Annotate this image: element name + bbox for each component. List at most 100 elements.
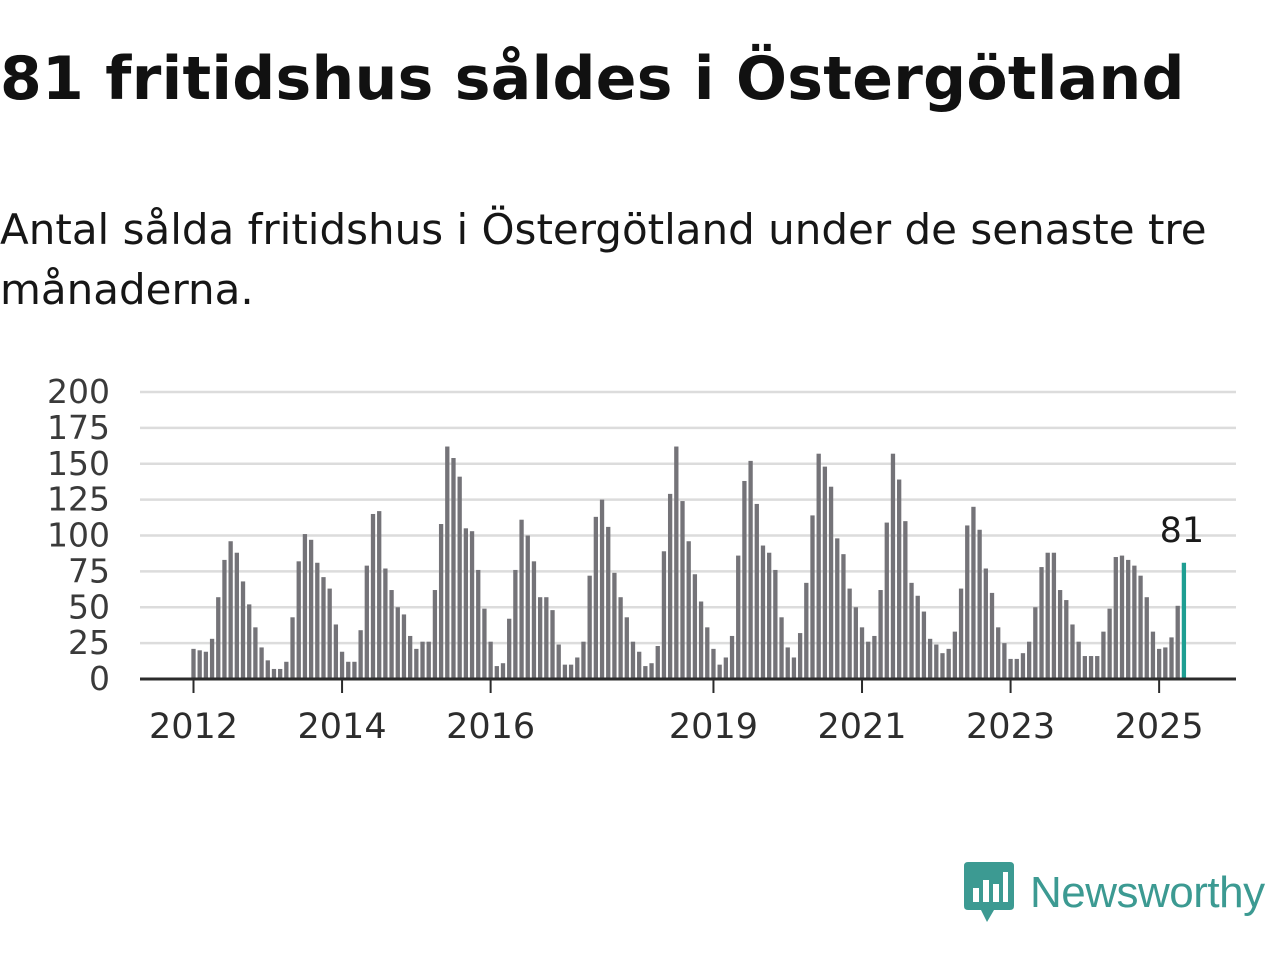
bar — [866, 641, 871, 679]
bar — [810, 515, 815, 679]
bar — [321, 577, 326, 679]
bar — [686, 541, 691, 679]
bar — [216, 597, 221, 679]
bar — [568, 664, 574, 679]
bar — [779, 617, 784, 679]
bar — [1051, 552, 1057, 679]
x-tick-label: 2023 — [966, 707, 1055, 747]
bar — [853, 607, 858, 679]
bar — [494, 666, 499, 679]
bar — [847, 588, 852, 679]
bar — [1163, 647, 1168, 679]
bar — [284, 661, 289, 679]
bar — [606, 526, 611, 679]
bar — [736, 555, 741, 679]
bar — [253, 627, 258, 679]
bar — [327, 588, 332, 679]
y-tick-label: 50 — [68, 587, 110, 626]
bar — [965, 525, 970, 679]
bar — [760, 545, 766, 679]
bar — [822, 466, 828, 679]
bar — [940, 653, 945, 679]
bar — [872, 635, 877, 679]
x-axis-ticks: 2012 2014 2016 2019 2021 2023 2025 — [149, 679, 1204, 747]
bar — [729, 635, 735, 679]
bar — [1045, 552, 1050, 679]
latest-value-label: 81 — [1160, 511, 1205, 551]
bars — [191, 446, 1187, 680]
bar — [550, 610, 555, 679]
bar — [1113, 557, 1118, 679]
bar — [315, 562, 320, 679]
y-tick-label: 175 — [47, 408, 110, 447]
bar — [271, 668, 277, 679]
bar — [438, 524, 444, 679]
bar — [1039, 567, 1044, 679]
bar — [209, 638, 215, 679]
bar — [804, 582, 809, 679]
bar — [1064, 600, 1069, 679]
bar — [742, 480, 747, 679]
x-tick-label: 2014 — [298, 707, 387, 747]
bar — [996, 627, 1001, 679]
y-tick-label: 150 — [47, 444, 110, 483]
bar — [816, 453, 821, 679]
bar — [1070, 624, 1075, 679]
newsworthy-logo-icon — [964, 862, 1014, 922]
bar — [952, 631, 958, 679]
bar — [457, 476, 462, 679]
bar — [655, 646, 660, 679]
y-tick-label: 0 — [89, 659, 110, 698]
bar — [618, 597, 623, 679]
bar — [426, 641, 431, 679]
bar — [643, 666, 648, 679]
bar — [674, 446, 679, 679]
bar — [680, 501, 685, 679]
bar — [748, 460, 753, 679]
bar — [476, 569, 481, 679]
bar — [637, 651, 642, 679]
chart-subtitle: Antal sålda fritidshus i Östergötland un… — [0, 205, 1207, 314]
bar — [228, 541, 233, 679]
bar — [1119, 555, 1125, 679]
bar — [414, 648, 419, 679]
bar — [420, 641, 425, 679]
bar — [451, 458, 456, 679]
bar — [705, 627, 710, 679]
bar — [934, 644, 939, 679]
bar — [1107, 608, 1112, 679]
bar — [958, 588, 964, 679]
bar — [599, 499, 605, 680]
bar — [1150, 631, 1156, 679]
x-tick-label: 2025 — [1115, 707, 1204, 747]
bar — [395, 607, 400, 679]
newsworthy-logo-text: Newsworthy — [1030, 868, 1265, 917]
bar — [1101, 631, 1106, 679]
bar — [445, 446, 450, 679]
bar — [612, 572, 617, 679]
bar — [1076, 641, 1081, 679]
bar — [884, 522, 889, 679]
bar — [903, 521, 908, 679]
y-tick-label: 25 — [68, 623, 110, 662]
bar — [308, 539, 314, 679]
bar — [370, 513, 376, 679]
bar — [841, 554, 846, 679]
bar — [339, 651, 345, 679]
bar — [667, 493, 673, 679]
bar — [469, 531, 475, 679]
bar — [859, 627, 865, 679]
x-tick-label: 2016 — [446, 707, 535, 747]
bar — [302, 534, 308, 679]
bar — [1057, 590, 1063, 679]
bar — [544, 597, 549, 679]
bar — [377, 511, 382, 679]
bar — [624, 617, 629, 679]
bar — [791, 657, 797, 679]
bar — [971, 506, 976, 679]
bar — [797, 633, 803, 679]
bar — [290, 617, 295, 679]
bar — [265, 660, 270, 679]
bar — [401, 614, 407, 679]
